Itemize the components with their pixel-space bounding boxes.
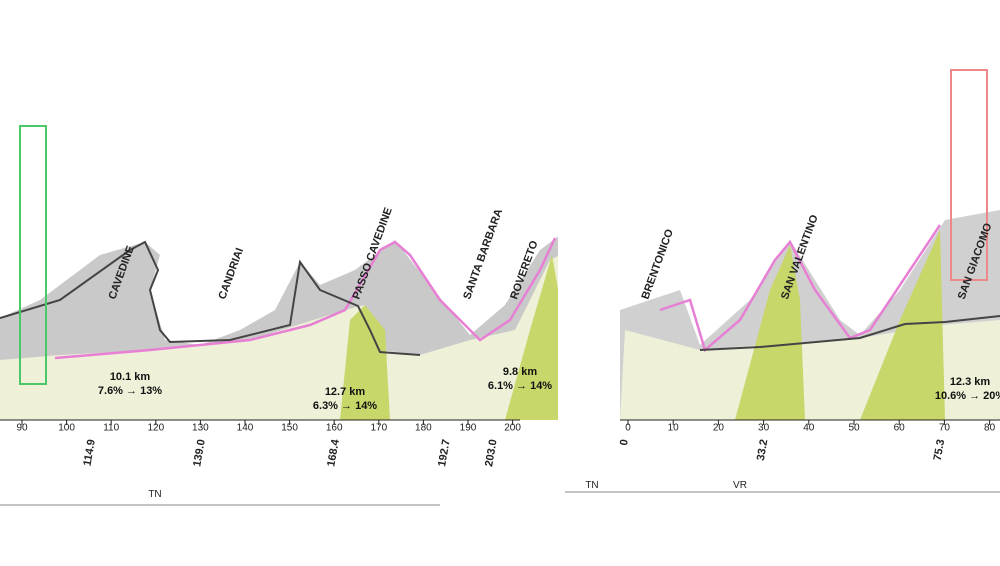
km-tick-label: 60: [894, 422, 906, 433]
climb-length: 9.8 km: [503, 366, 537, 378]
climb-length: 12.3 km: [950, 376, 991, 388]
km-tick-label: 150: [281, 422, 298, 433]
km-tick-label: 140: [237, 422, 254, 433]
km-tick-label: 70: [939, 422, 951, 433]
km-tick-label: 50: [848, 422, 860, 433]
climb-area: [735, 230, 945, 420]
km-tick-label: 20: [713, 422, 725, 433]
elevation-line: [699, 315, 1000, 351]
region-label: TN: [585, 480, 598, 491]
km-tick-label: 0: [625, 422, 631, 433]
km-tick-label: 120: [147, 422, 164, 433]
place-name: BRENTONICO: [640, 227, 677, 301]
place-km: 139.0: [191, 438, 208, 467]
km-tick-label: 130: [192, 422, 209, 433]
km-tick-label: 30: [758, 422, 770, 433]
highlight-box: [19, 125, 47, 385]
place-km: 75.3: [932, 438, 948, 461]
km-tick-label: 110: [103, 422, 119, 433]
km-tick-label: 80: [984, 422, 996, 433]
terrain: [0, 255, 560, 420]
climb-area: [340, 255, 560, 420]
km-tick-label: 100: [58, 422, 75, 433]
elevation-line: [0, 240, 421, 356]
place-km: 168.4: [325, 438, 342, 468]
km-tick-label: 40: [803, 422, 815, 433]
km-tick-label: 90: [16, 422, 28, 433]
route-line: [659, 224, 942, 353]
place-km: 203.0: [483, 438, 500, 467]
region-label: TN: [148, 489, 161, 500]
place-km: 192.7: [436, 438, 453, 467]
highlight-box: [950, 69, 988, 281]
place-km: 33.2: [755, 438, 771, 461]
route-line: [54, 237, 557, 360]
km-tick-label: 190: [460, 422, 477, 433]
climb-length: 12.7 km: [325, 386, 366, 398]
km-tick-label: 200: [504, 422, 521, 433]
km-tick-label: 160: [326, 422, 343, 433]
km-tick-label: 10: [668, 422, 680, 433]
place-name: CANDRIAI: [216, 246, 246, 301]
place-name: SANTA BARBARA: [461, 207, 505, 301]
climb-gradient: 6.3% → 14%: [313, 400, 377, 412]
climb-length: 10.1 km: [110, 371, 151, 383]
climb-gradient: 10.6% → 20%: [935, 390, 1000, 402]
region-label: VR: [733, 480, 747, 491]
climb-gradient: 6.1% → 14%: [488, 380, 552, 392]
km-tick-label: 170: [370, 422, 387, 433]
place-km: 0: [618, 438, 631, 446]
km-tick-label: 180: [415, 422, 432, 433]
place-km: 114.9: [81, 438, 97, 467]
climb-gradient: 7.6% → 13%: [98, 385, 162, 397]
